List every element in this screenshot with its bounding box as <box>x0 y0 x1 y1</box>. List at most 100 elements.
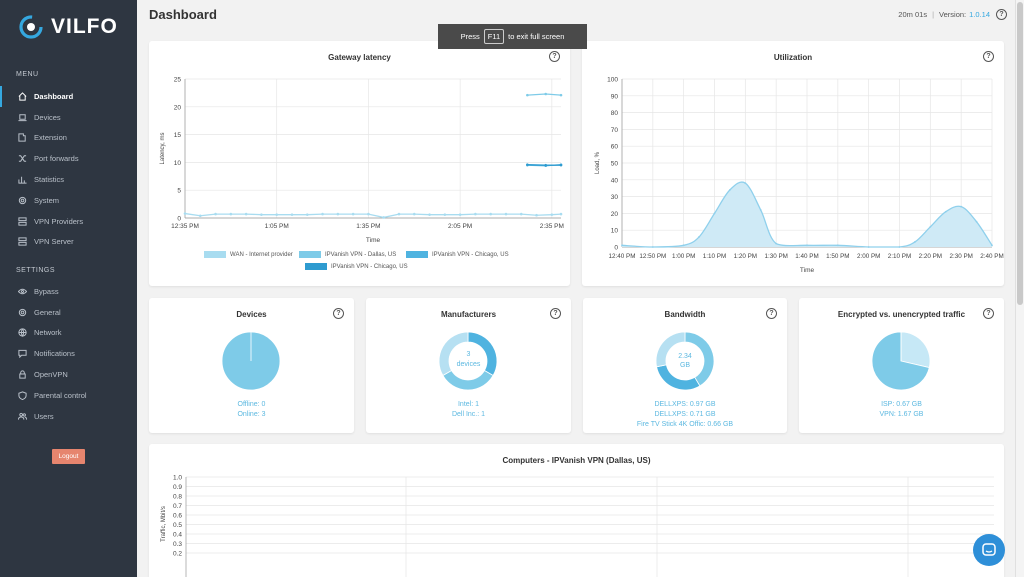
y-tick-label: 100 <box>607 77 618 84</box>
sidebar-item-system[interactable]: System <box>0 190 137 211</box>
data-point <box>836 244 839 247</box>
x-tick-label: 1:50 PM <box>826 253 849 260</box>
gear-icon <box>18 196 27 205</box>
sidebar: VILFO MENU Dashboard Devices Extension Port… <box>0 0 137 577</box>
encrypted-pie-chart <box>871 331 931 391</box>
logo[interactable]: VILFO <box>19 15 118 39</box>
help-icon[interactable]: ? <box>549 51 560 62</box>
sidebar-item-network[interactable]: Network <box>0 323 137 344</box>
data-point <box>621 244 623 247</box>
manufacturers-donut-chart <box>438 331 498 391</box>
data-point <box>336 212 340 216</box>
version-link[interactable]: 1.0.14 <box>969 10 990 19</box>
help-icon[interactable]: ? <box>550 308 561 319</box>
sidebar-item-label: Bypass <box>34 286 59 296</box>
sidebar-item-vpn-server[interactable]: VPN Server <box>0 232 137 253</box>
help-icon[interactable]: ? <box>333 308 344 319</box>
help-icon[interactable]: ? <box>983 51 994 62</box>
manufacturers-card: Manufacturers ? 3 devices Intel: 1 Dell … <box>366 298 571 433</box>
data-point <box>544 92 548 96</box>
data-point <box>651 246 654 248</box>
sidebar-item-openvpn[interactable]: OpenVPN <box>0 364 137 385</box>
help-icon[interactable]: ? <box>996 9 1007 20</box>
legend-item[interactable]: IPVanish VPN - Dallas, US <box>299 251 396 258</box>
chat-button[interactable] <box>973 534 1005 566</box>
y-tick-label: 30 <box>611 194 619 201</box>
legend-swatch <box>305 263 327 270</box>
logout-button[interactable]: Logout <box>52 449 85 464</box>
sidebar-item-label: Statistics <box>34 175 65 185</box>
data-point <box>244 212 248 216</box>
x-tick-label: 1:35 PM <box>356 223 380 230</box>
sidebar-item-general[interactable]: General <box>0 302 137 323</box>
y-tick-label: 40 <box>611 177 619 184</box>
y-tick-label: 60 <box>611 144 619 151</box>
data-point <box>698 236 700 238</box>
y-tick-label: 0 <box>177 216 181 223</box>
legend-item[interactable]: IPVanish VPN - Chicago, US <box>406 251 509 258</box>
chat-bubble-icon <box>18 350 27 359</box>
computers-traffic-chart: 0.2 0.3 0.4 0.5 0.6 0.7 0.8 0.9 1.0 Traffic, Mbit… <box>161 475 994 577</box>
sidebar-item-label: Extension <box>34 133 67 143</box>
sidebar-item-dashboard[interactable]: Dashboard <box>0 86 137 107</box>
help-icon[interactable]: ? <box>766 308 777 319</box>
sidebar-item-users[interactable]: Users <box>0 406 137 427</box>
y-tick-label: 0.2 <box>173 551 182 558</box>
x-tick-label: 2:00 PM <box>857 253 880 260</box>
data-point <box>443 213 447 216</box>
sidebar-item-port-forwards[interactable]: Port forwards <box>0 148 137 169</box>
pie-slice <box>442 369 494 391</box>
legend-item[interactable]: IPVanish VPN - Chicago, US <box>305 263 408 270</box>
data-point <box>975 220 978 223</box>
series-line <box>184 212 562 219</box>
sidebar-item-bypass[interactable]: Bypass <box>0 281 137 302</box>
data-point <box>198 214 202 218</box>
x-tick-label: 2:20 PM <box>919 253 942 260</box>
sidebar-item-label: Devices <box>34 112 61 122</box>
legend-swatch <box>204 251 226 258</box>
y-tick-label: 0.3 <box>173 541 182 548</box>
data-point <box>489 212 492 216</box>
x-tick-label: 1:05 PM <box>265 223 289 230</box>
series-line <box>527 93 562 96</box>
data-point <box>321 212 324 216</box>
legend-item[interactable]: WAN - Internet provider <box>204 251 293 258</box>
pie-slice <box>900 331 931 369</box>
pie-slice <box>438 331 469 377</box>
sidebar-item-label: OpenVPN <box>34 370 68 380</box>
sidebar-item-vpn-providers[interactable]: VPN Providers <box>0 211 137 232</box>
x-axis-label: Time <box>800 267 815 274</box>
utilization-chart: 0 10 20 30 40 50 60 70 80 90 100 12:40 PM 12:50 PM 1:… <box>595 77 1004 275</box>
y-tick-label: 80 <box>611 110 619 117</box>
data-point <box>397 212 401 216</box>
area-fill <box>622 182 992 247</box>
eye-icon <box>18 288 27 295</box>
help-icon[interactable]: ? <box>983 308 994 319</box>
data-point <box>526 163 529 166</box>
x-tick-label: 1:20 PM <box>734 253 757 260</box>
data-point <box>550 213 554 216</box>
gateway-latency-card: Gateway latency ? 0 5 10 15 20 25 12:35 PM 1:05… <box>149 41 570 286</box>
sidebar-item-statistics[interactable]: Statistics <box>0 169 137 190</box>
y-tick-label: 25 <box>174 77 182 84</box>
stat-line: Dell Inc.: 1 <box>451 411 486 418</box>
stat-line: Intel: 1 <box>457 401 479 408</box>
encrypted-traffic-card: Encrypted vs. unencrypted traffic ? ISP:… <box>799 298 1004 433</box>
toast-text: to exit full screen <box>508 32 565 41</box>
data-point <box>412 212 416 216</box>
y-axis-label: Traffic, Mbit/s <box>161 506 167 542</box>
card-title: Devices <box>236 310 267 319</box>
page-scrollbar[interactable] <box>1015 0 1024 577</box>
scrollbar-thumb[interactable] <box>1017 2 1023 305</box>
sidebar-item-devices[interactable]: Devices <box>0 107 137 128</box>
data-point <box>504 212 508 216</box>
sidebar-item-extension[interactable]: Extension <box>0 128 137 149</box>
sidebar-item-notifications[interactable]: Notifications <box>0 343 137 364</box>
home-icon <box>18 92 27 101</box>
sidebar-item-parental-control[interactable]: Parental control <box>0 385 137 406</box>
server-icon <box>18 217 27 226</box>
x-tick-label: 1:40 PM <box>795 253 818 260</box>
donut-center-value: 3 <box>466 351 471 358</box>
data-point <box>729 188 731 191</box>
data-point <box>867 246 870 248</box>
